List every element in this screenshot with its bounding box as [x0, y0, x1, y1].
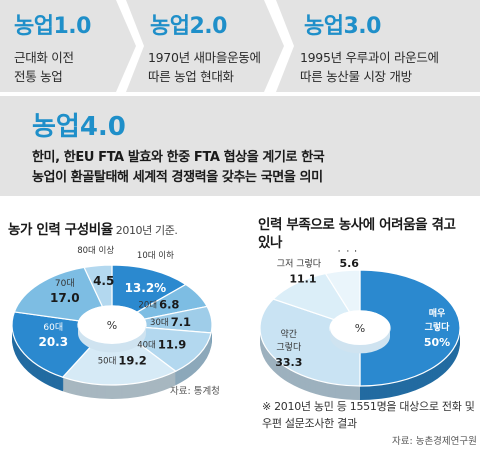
chart1-value-label-1: 6.8	[159, 298, 179, 312]
donut-hole-wall-2	[330, 328, 390, 354]
chart2-title-line1: 인력 부족으로 농사에 어려움을 겪고	[258, 217, 456, 233]
chart1-cat-label-3: 40대	[137, 341, 156, 351]
chart2-note-line1: ※ 2010년 농민 등 1551명을 대상으로 전화 및	[262, 400, 475, 413]
stage-2-desc-line2: 따른 농업 현대화	[148, 69, 234, 84]
chart2-value-label-1: 33.3	[275, 356, 302, 369]
center-unit-1: %	[107, 319, 117, 332]
chart2-value-label-2: 11.1	[289, 272, 316, 285]
stage-card-2: 농업2.0 1970년 새마을운동에 따른 농업 현대화	[126, 0, 286, 92]
chart2-note: ※ 2010년 농민 등 1551명을 대상으로 전화 및 우편 설문조사한 결…	[262, 398, 475, 432]
chart1-value-label-2: 7.1	[171, 315, 191, 329]
chart1-value-label-4: 19.2	[118, 353, 146, 367]
chart2-source: 자료: 농촌경제연구원	[392, 436, 477, 447]
stage-card-2-shape	[126, 0, 284, 92]
stage-card-1: 농업1.0 근대화 이전 전통 농업	[0, 0, 138, 92]
chart1-source: 자료: 통계청	[170, 386, 220, 397]
chart2-cat-label-0a: 매우	[429, 307, 446, 319]
stage-1-desc-line2: 전통 농업	[14, 69, 63, 84]
highlight-band-tail	[380, 96, 480, 196]
chart1-cat-label-2: 30대	[150, 318, 169, 328]
chart1-value-label-6: 17.0	[50, 291, 80, 305]
chart1-value-label-5: 20.3	[38, 335, 68, 349]
chart1-cat-label-1: 20대	[138, 301, 157, 311]
stage-2-desc-line1: 1970년 새마을운동에	[148, 50, 261, 65]
chart1-cat-label-4: 50대	[98, 356, 117, 366]
chart1-title-text: 농가 인력 구성비율	[8, 222, 113, 238]
stage-3-title: 농업3.0	[304, 14, 381, 39]
chart2-value-label-3: 5.6	[339, 257, 359, 270]
chart1-value-label-7: 4.5	[93, 274, 114, 288]
chart1-subtitle: 2010년 기준.	[115, 224, 178, 237]
highlight-desc-line2: 농업이 환골탈태해 세계적 경쟁력을 갖추는 국면을 의미	[32, 170, 323, 185]
donut-hole-wall-1	[78, 325, 146, 353]
chart1-cat-label-0: 10대 이하	[137, 250, 174, 261]
stage-card-3: 농업3.0 1995년 우루과이 라운드에 따른 농산물 시장 개방	[276, 0, 480, 92]
stage-1-desc-line1: 근대화 이전	[14, 50, 74, 65]
chart2-title: 인력 부족으로 농사에 어려움을 겪고 있나	[258, 216, 456, 252]
chart2-cat-label-1a: 약간	[281, 328, 298, 340]
stage-2-title: 농업2.0	[150, 14, 227, 39]
stage-card-1-shape	[0, 0, 136, 92]
chart2-title-line2: 있나	[258, 235, 283, 251]
chart1-title: 농가 인력 구성비율 2010년 기준.	[8, 218, 178, 238]
chart2-cat-label-2: 그저 그렇다	[277, 258, 322, 269]
chart1-value-label-0: 13.2%	[125, 281, 167, 295]
chart2-cat-label-1b: 그렇다	[276, 342, 302, 353]
highlight-desc-line1: 한미, 한EU FTA 발효와 한중 FTA 협상을 계기로 한국	[32, 150, 325, 165]
stage-card-3-shape	[276, 0, 480, 92]
stage-3-desc-line2: 따른 농산물 시장 개방	[300, 69, 412, 84]
chart2-note-line2: 우편 설문조사한 결과	[262, 417, 357, 430]
chart1-value-label-3: 11.9	[158, 338, 186, 352]
highlight-band: 농업4.0 한미, 한EU FTA 발효와 한중 FTA 협상을 계기로 한국 …	[0, 96, 380, 196]
stage-3-desc-line1: 1995년 우루과이 라운드에	[300, 50, 439, 65]
chart2-cat-label-3: 아니다	[333, 250, 359, 254]
stage-1-title: 농업1.0	[14, 14, 91, 39]
chart2-value-label-0: 50%	[424, 336, 450, 349]
chart2-cat-label-0b: 그렇다	[425, 321, 451, 333]
chart1-cat-label-7: 80대 이상	[77, 245, 114, 256]
donut-hole-top-2	[332, 310, 388, 341]
donut-hole-top-1	[80, 305, 144, 340]
chart1-cat-label-5: 60대	[43, 322, 63, 333]
highlight-title: 농업4.0	[32, 112, 126, 142]
center-unit-2: %	[355, 322, 365, 335]
chart1-cat-label-6: 70대	[55, 278, 75, 289]
age-composition-donut: % 10대 이하 13.2% 20대 6.8 30대 7.1 40대 11.9 50대 19.2 60…	[11, 245, 213, 399]
